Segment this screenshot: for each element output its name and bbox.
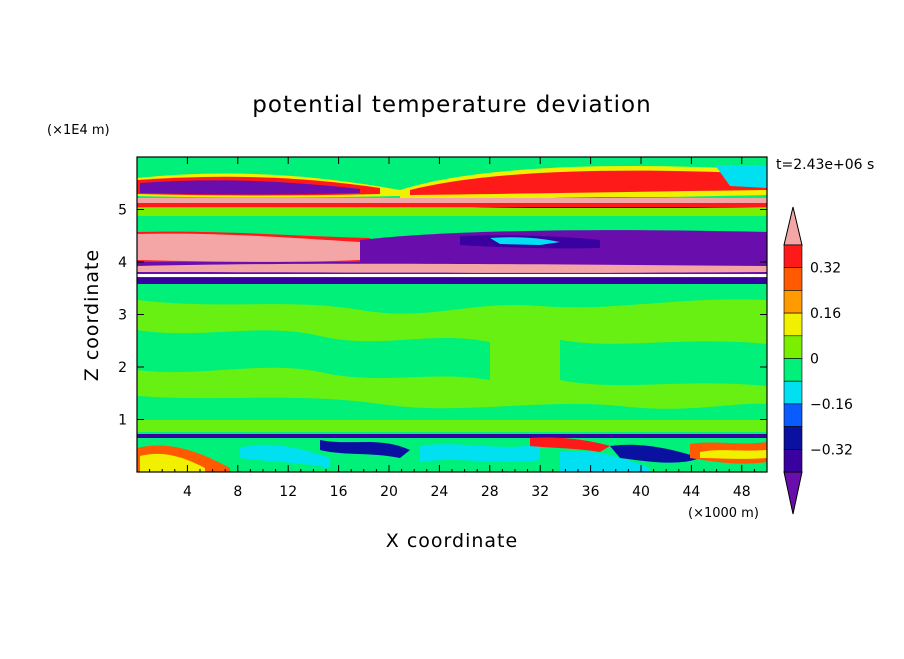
y-unit-label: (×1E4 m) bbox=[47, 123, 110, 138]
field-patch bbox=[320, 440, 410, 458]
field-patch bbox=[560, 340, 767, 386]
field-patch bbox=[137, 396, 767, 420]
colorbar-top-triangle bbox=[783, 206, 803, 246]
time-label: t=2.43e+06 s bbox=[776, 157, 874, 173]
x-tick-label: 24 bbox=[430, 484, 448, 500]
x-axis-title: X coordinate bbox=[386, 530, 518, 552]
field-patch bbox=[137, 330, 490, 380]
y-axis: 1 2 3 4 5 bbox=[118, 203, 767, 429]
colorbar-box bbox=[783, 403, 803, 427]
colorbar-box bbox=[783, 448, 803, 473]
colorbar-box bbox=[783, 426, 803, 450]
x-tick-label: 48 bbox=[733, 484, 751, 500]
field-patch bbox=[490, 237, 560, 245]
x-tick-label: 36 bbox=[582, 484, 600, 500]
x-tick-label: 28 bbox=[481, 484, 499, 500]
colorbar: 0.32 0.16 0 −0.16 −0.32 bbox=[783, 206, 853, 515]
x-tick-label: 32 bbox=[531, 484, 549, 500]
field-patch bbox=[137, 233, 360, 262]
field-patch bbox=[610, 444, 700, 463]
x-unit-label: (×1000 m) bbox=[688, 506, 759, 521]
field-patch bbox=[137, 203, 767, 207]
y-tick-label: 5 bbox=[118, 203, 127, 219]
colorbar-box bbox=[783, 244, 803, 269]
colorbar-box bbox=[783, 267, 803, 291]
field-patch bbox=[137, 274, 767, 277]
field-patch bbox=[137, 434, 767, 438]
x-tick-label: 4 bbox=[183, 484, 192, 500]
y-tick-label: 2 bbox=[118, 360, 127, 376]
colorbar-tick-label: −0.16 bbox=[810, 397, 853, 413]
x-tick-label: 40 bbox=[632, 484, 650, 500]
colorbar-box bbox=[783, 312, 803, 337]
field-patch bbox=[560, 450, 650, 472]
y-tick-label: 3 bbox=[118, 308, 127, 324]
field-patch bbox=[140, 180, 360, 195]
y-axis-title: Z coordinate bbox=[81, 249, 103, 381]
y-tick-label: 1 bbox=[118, 413, 127, 429]
field-patch bbox=[137, 278, 767, 284]
field-patch bbox=[530, 437, 610, 452]
field-patch bbox=[137, 208, 767, 216]
field-patch bbox=[420, 444, 540, 462]
colorbar-tick-label: 0 bbox=[810, 352, 819, 368]
x-tick-label: 12 bbox=[279, 484, 297, 500]
field-patch bbox=[137, 198, 767, 204]
y-tick-label: 4 bbox=[118, 255, 127, 271]
x-tick-label: 44 bbox=[682, 484, 700, 500]
colorbar-box bbox=[783, 290, 803, 314]
chart-title: potential temperature deviation bbox=[252, 92, 651, 118]
colorbar-tick-label: 0.32 bbox=[810, 261, 841, 277]
colorbar-bottom-triangle bbox=[783, 471, 803, 515]
contour-field bbox=[137, 157, 767, 472]
field-patch bbox=[240, 444, 330, 468]
colorbar-box bbox=[783, 380, 803, 405]
field-patch bbox=[715, 165, 767, 188]
colorbar-tick-label: −0.32 bbox=[810, 442, 853, 458]
colorbar-tick-label: 0.16 bbox=[810, 306, 841, 322]
x-tick-label: 20 bbox=[380, 484, 398, 500]
colorbar-box bbox=[783, 335, 803, 359]
colorbar-box bbox=[783, 358, 803, 382]
x-tick-label: 8 bbox=[233, 484, 242, 500]
field-patch bbox=[137, 263, 767, 273]
field-patch bbox=[140, 453, 205, 472]
field-patch bbox=[700, 450, 767, 459]
field-patch bbox=[410, 170, 767, 195]
x-axis: 4 8 12 16 20 24 28 32 36 40 44 48 bbox=[149, 157, 755, 500]
x-tick-label: 16 bbox=[330, 484, 348, 500]
